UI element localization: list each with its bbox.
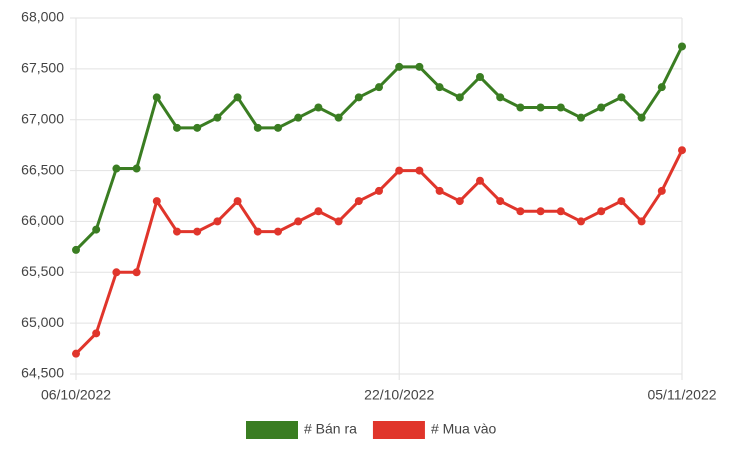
data-point <box>536 207 545 216</box>
data-point <box>213 113 222 122</box>
data-point <box>637 113 646 122</box>
data-point <box>294 217 303 226</box>
y-tick-label: 67,000 <box>21 110 64 126</box>
data-point <box>455 93 464 102</box>
data-point <box>455 197 464 206</box>
data-point <box>72 245 80 254</box>
data-point <box>556 207 565 216</box>
y-tick-label: 64,500 <box>21 365 64 381</box>
data-point <box>577 217 585 226</box>
y-tick-label: 65,000 <box>21 314 64 330</box>
data-point <box>516 103 525 112</box>
data-point <box>435 186 444 195</box>
data-point <box>476 72 484 81</box>
data-point <box>678 146 686 155</box>
legend-swatch <box>372 421 425 439</box>
data-point <box>253 123 262 132</box>
data-point <box>354 197 363 206</box>
data-point <box>556 103 565 112</box>
data-point <box>173 123 181 132</box>
data-point <box>536 103 545 112</box>
data-point <box>577 113 585 122</box>
data-point <box>314 207 323 216</box>
series-line <box>74 45 684 251</box>
legend-label: # Bán ra <box>304 421 357 437</box>
data-point <box>415 62 424 71</box>
y-tick-label: 66,500 <box>21 161 64 177</box>
data-point <box>657 186 666 195</box>
data-point <box>415 166 424 175</box>
data-point <box>193 123 202 132</box>
x-tick-label: 06/10/2022 <box>41 387 111 403</box>
data-point <box>375 83 383 92</box>
data-point <box>92 329 101 338</box>
data-point <box>72 349 80 358</box>
data-point <box>213 217 222 226</box>
data-point <box>193 227 202 236</box>
data-point <box>152 197 161 206</box>
data-point <box>132 164 141 173</box>
data-point <box>112 268 121 277</box>
data-point <box>617 197 626 206</box>
data-point <box>112 164 121 173</box>
data-point <box>597 207 606 216</box>
data-point <box>132 268 141 277</box>
data-point <box>496 93 505 102</box>
data-point <box>617 93 626 102</box>
data-point <box>435 83 444 92</box>
y-tick-label: 67,500 <box>21 60 64 76</box>
data-point <box>637 217 646 226</box>
data-point <box>233 93 242 102</box>
data-point <box>274 227 282 236</box>
data-point <box>496 197 505 206</box>
y-tick-label: 66,000 <box>21 212 64 228</box>
data-point <box>334 113 343 122</box>
data-point <box>314 103 323 112</box>
data-point <box>395 166 404 175</box>
data-point <box>334 217 343 226</box>
data-point <box>516 207 525 216</box>
y-tick-label: 68,000 <box>21 9 64 25</box>
y-tick-label: 65,500 <box>21 263 64 279</box>
data-point <box>253 227 262 236</box>
data-point <box>233 197 242 206</box>
data-point <box>294 113 303 122</box>
x-tick-label: 22/10/2022 <box>364 387 434 403</box>
data-point <box>597 103 606 112</box>
data-point <box>173 227 181 236</box>
data-point <box>354 93 363 102</box>
data-point <box>274 123 282 132</box>
data-point <box>395 62 404 71</box>
data-point <box>476 176 484 185</box>
data-point <box>152 93 161 102</box>
data-point <box>92 225 101 234</box>
legend-label: # Mua vào <box>431 421 497 437</box>
data-point <box>375 186 383 195</box>
data-point <box>678 42 686 51</box>
data-point <box>657 83 666 92</box>
x-tick-label: 05/11/2022 <box>647 387 716 403</box>
legend-swatch <box>246 421 298 439</box>
